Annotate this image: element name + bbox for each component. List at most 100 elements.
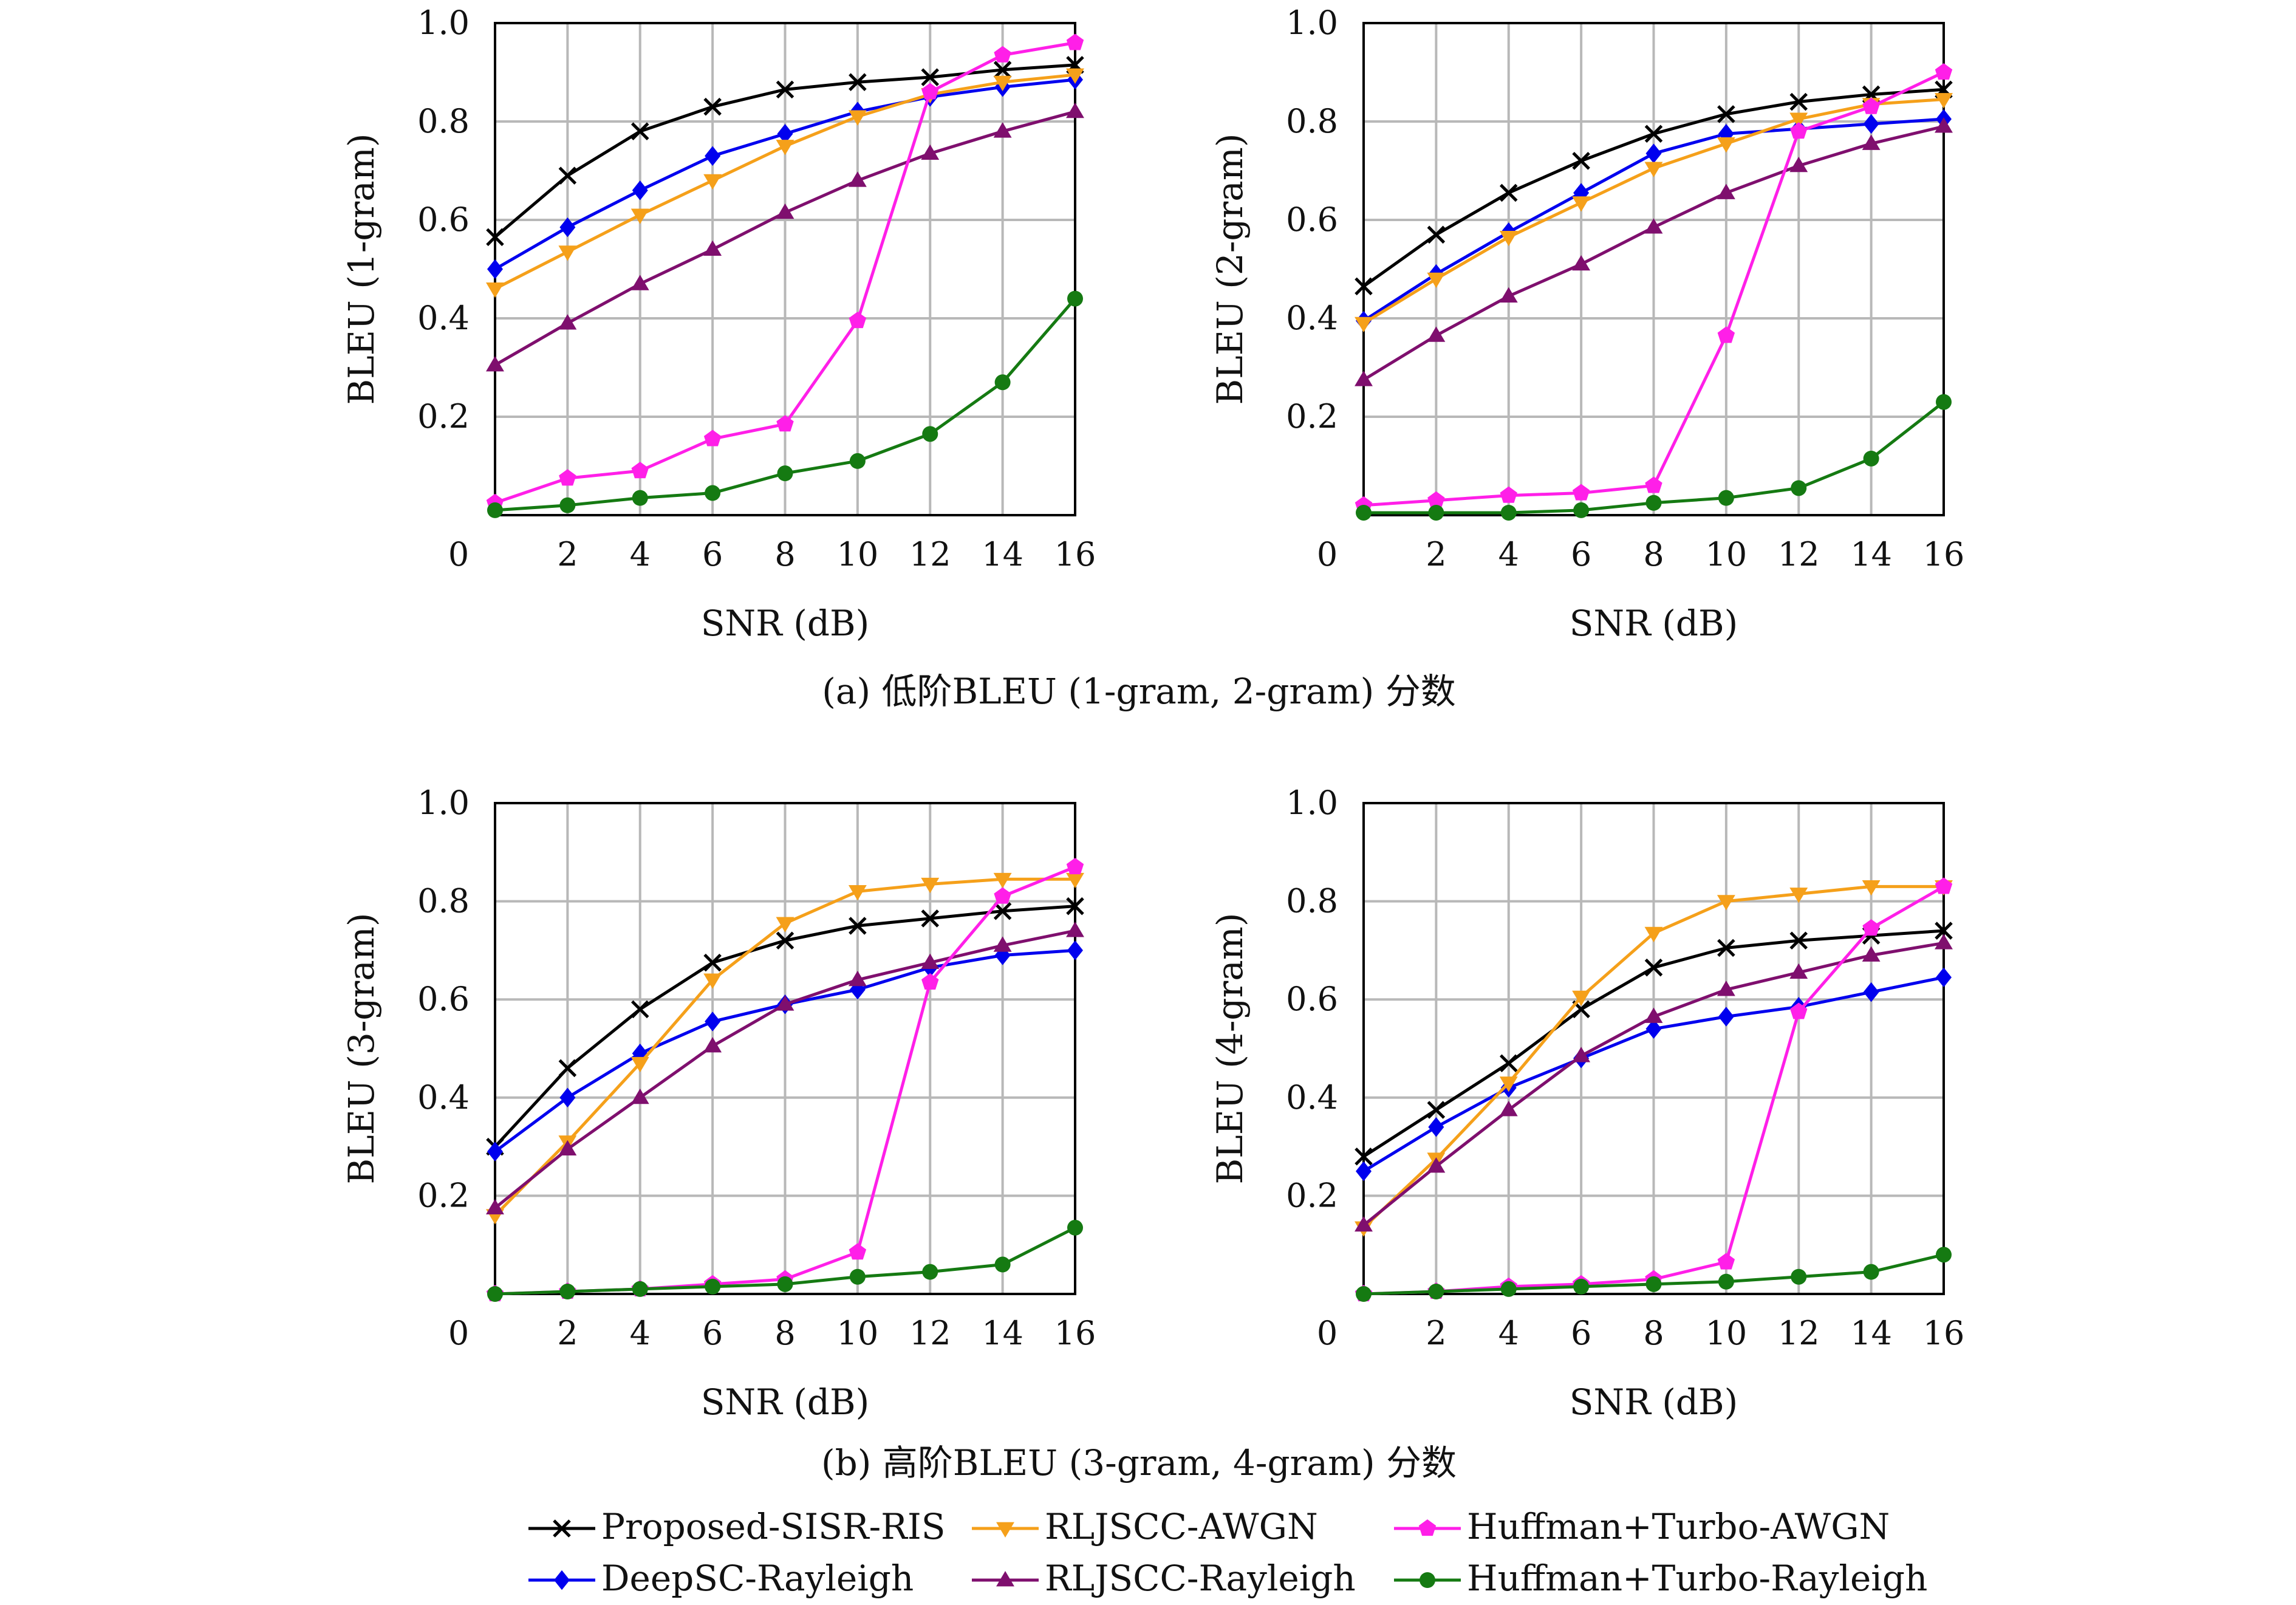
data-point xyxy=(1572,196,1591,212)
data-point xyxy=(921,953,940,969)
data-point xyxy=(703,973,722,989)
data-point xyxy=(776,415,794,432)
legend-entry: Huffman+Turbo-Rayleigh xyxy=(1394,1558,1927,1599)
data-point xyxy=(921,973,939,990)
legend-marker xyxy=(553,1519,571,1538)
caption-a: (a) 低阶BLEU (1-gram, 2-gram) 分数 xyxy=(822,671,1456,712)
x-axis-label: SNR (dB) xyxy=(1570,1381,1738,1423)
data-point xyxy=(776,917,794,933)
data-point xyxy=(776,203,794,219)
data-point xyxy=(1499,1076,1518,1092)
data-point xyxy=(559,217,576,238)
y-tick-label: 0.6 xyxy=(1286,980,1338,1018)
data-point xyxy=(1066,872,1084,889)
data-point xyxy=(1355,1147,1373,1166)
data-point xyxy=(630,275,649,290)
data-point xyxy=(921,144,940,160)
data-point xyxy=(1936,394,1952,410)
data-point xyxy=(486,356,504,372)
x-tick-label: 0 xyxy=(1317,1314,1338,1352)
x-tick-label: 0 xyxy=(448,535,469,573)
data-point xyxy=(486,1199,504,1214)
x-tick-label: 2 xyxy=(1426,1314,1446,1352)
x-tick-label: 14 xyxy=(982,1314,1023,1352)
data-point xyxy=(1572,484,1590,501)
y-axis-label: BLEU (2-gram) xyxy=(1209,134,1251,405)
y-tick-label: 0.8 xyxy=(417,882,470,920)
data-point xyxy=(922,1264,938,1280)
series-rljscc-rayleigh xyxy=(1355,117,1953,386)
data-point xyxy=(777,124,793,144)
legend-label: RLJSCC-AWGN xyxy=(1045,1506,1318,1547)
data-point xyxy=(1644,162,1663,177)
x-tick-label: 0 xyxy=(448,1314,469,1352)
data-point xyxy=(1500,504,1517,521)
data-point xyxy=(1355,317,1373,333)
data-point xyxy=(487,502,503,518)
data-point xyxy=(993,122,1012,138)
legend-marker xyxy=(1418,1519,1437,1536)
data-point xyxy=(703,953,722,972)
data-point xyxy=(776,140,794,156)
legend-marker xyxy=(996,1571,1014,1587)
y-tick-label: 0.4 xyxy=(1286,1078,1338,1117)
y-tick-label: 0.4 xyxy=(1286,299,1338,337)
data-point xyxy=(1863,1264,1879,1280)
data-point xyxy=(1573,1278,1590,1295)
x-tick-label: 16 xyxy=(1054,535,1096,573)
y-tick-label: 0.6 xyxy=(417,980,470,1018)
x-tick-label: 12 xyxy=(909,535,951,573)
data-point xyxy=(1717,105,1735,123)
x-tick-label: 8 xyxy=(774,535,795,573)
legend-marker xyxy=(1420,1572,1435,1588)
data-point xyxy=(487,1141,503,1162)
data-point xyxy=(558,314,577,330)
data-point xyxy=(1572,152,1590,170)
data-point xyxy=(848,171,867,187)
data-point xyxy=(1863,982,1879,1002)
data-point xyxy=(993,872,1012,889)
plot-1: 0 2 4 6 8 10 12 14 16 0.2 0.4 0.6 0.8 1.0 SNR (dB) BLEU… xyxy=(341,4,1096,644)
y-tick-label: 0.6 xyxy=(417,200,470,239)
series-proposed-sisr-ris xyxy=(486,56,1084,247)
legend-entry: Huffman+Turbo-AWGN xyxy=(1394,1506,1890,1547)
data-point xyxy=(487,1286,503,1302)
data-point xyxy=(1791,1268,1807,1285)
data-point xyxy=(487,259,503,279)
x-tick-label: 16 xyxy=(1054,1314,1096,1352)
data-point xyxy=(1717,980,1735,996)
x-tick-label: 14 xyxy=(982,535,1023,573)
data-point xyxy=(1644,1007,1663,1023)
data-point xyxy=(849,312,867,329)
data-point xyxy=(921,68,940,86)
data-point xyxy=(1427,1157,1446,1173)
data-point xyxy=(1644,926,1663,943)
y-tick-label: 1.0 xyxy=(417,784,470,822)
series-huffman-turbo-rayleigh xyxy=(487,290,1083,518)
data-point xyxy=(559,497,576,513)
legend-label: Huffman+Turbo-AWGN xyxy=(1467,1506,1890,1547)
data-point xyxy=(1644,958,1663,977)
data-point xyxy=(849,1243,867,1260)
caption-b: (b) 高阶BLEU (3-gram, 4-gram) 分数 xyxy=(821,1442,1457,1484)
data-point xyxy=(1718,1007,1734,1027)
data-point xyxy=(1499,1101,1518,1117)
x-tick-label: 16 xyxy=(1923,1314,1965,1352)
data-point xyxy=(703,1037,722,1053)
x-tick-label: 4 xyxy=(1498,1314,1519,1352)
series-rljscc-rayleigh xyxy=(486,102,1084,372)
data-point xyxy=(1356,1286,1372,1302)
data-point xyxy=(1067,940,1083,960)
x-tick-label: 14 xyxy=(1850,1314,1892,1352)
data-point xyxy=(1499,183,1518,202)
data-point xyxy=(705,146,721,166)
x-tick-label: 12 xyxy=(909,1314,951,1352)
data-point xyxy=(703,174,722,190)
data-point xyxy=(849,917,867,935)
data-point xyxy=(1067,1219,1083,1236)
plot-4: 0 2 4 6 8 10 12 14 16 0.2 0.4 0.6 0.8 1.0 SNR (dB) BLEU… xyxy=(1209,784,1964,1423)
x-tick-label: 6 xyxy=(1571,535,1591,573)
y-axis-label: BLEU (4-gram) xyxy=(1209,913,1251,1185)
series-proposed-sisr-ris xyxy=(1355,80,1953,296)
